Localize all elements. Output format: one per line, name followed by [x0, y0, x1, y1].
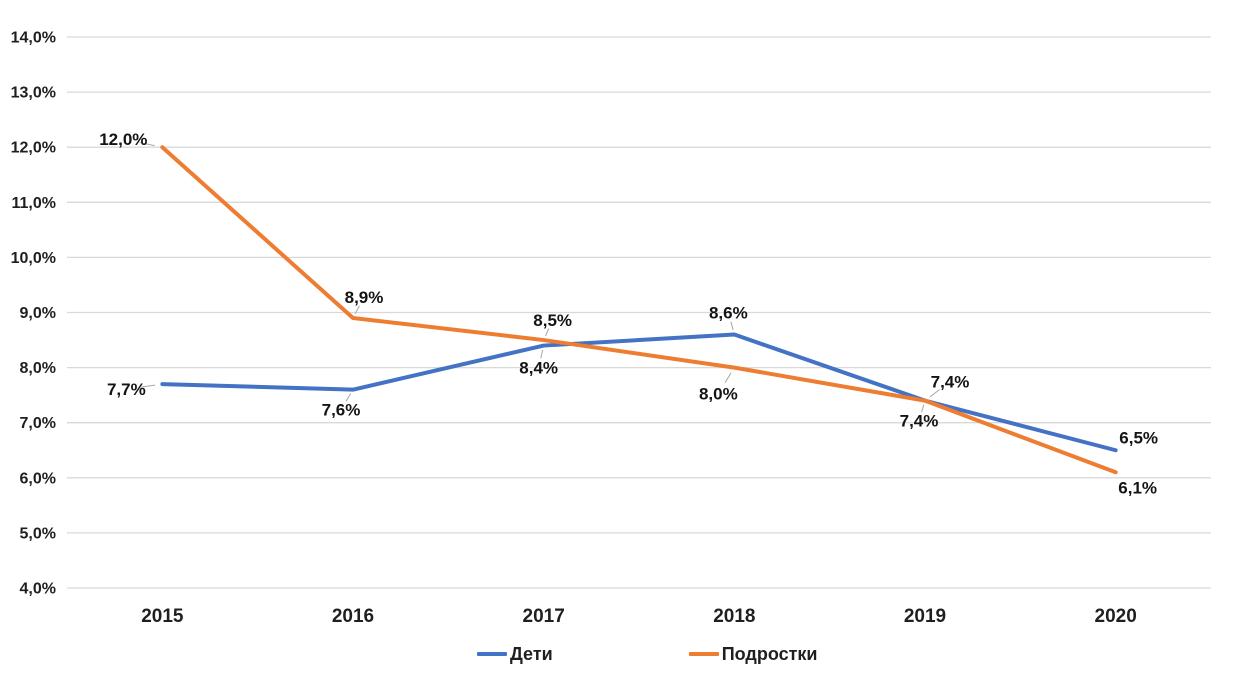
data-label-leader [354, 305, 360, 315]
y-axis-label: 8,0% [20, 360, 56, 377]
legend-line-swatch-teenagers [688, 652, 719, 656]
data-label-leader [730, 321, 734, 331]
y-axis-label: 9,0% [20, 305, 56, 322]
x-axis-label: 2018 [713, 606, 755, 627]
data-label: 8,9% [345, 288, 384, 307]
y-axis-label: 12,0% [11, 140, 56, 157]
data-label-leader [921, 404, 925, 413]
legend-item-children: Дети [477, 645, 553, 663]
data-label-leader [141, 384, 156, 388]
x-axis-label: 2017 [523, 606, 565, 627]
data-label: 7,7% [107, 380, 146, 399]
y-axis-label: 14,0% [11, 30, 56, 47]
chart-legend: Дети Подростки [477, 645, 817, 663]
series-line-0 [160, 332, 1118, 453]
data-label: 7,4% [931, 373, 970, 392]
series-line-1 [160, 145, 1118, 475]
data-label: 8,6% [709, 304, 748, 323]
x-axis-label: 2019 [904, 606, 946, 627]
y-axis-label: 5,0% [20, 525, 56, 542]
legend-item-teenagers: Подростки [688, 644, 818, 664]
y-axis-label: 6,0% [20, 470, 56, 487]
data-label: 12,0% [99, 130, 147, 149]
data-label: 6,1% [1118, 478, 1157, 497]
y-axis-label: 4,0% [20, 581, 56, 598]
y-axis-label: 13,0% [11, 85, 56, 102]
data-label-leader [345, 393, 352, 402]
data-label: 7,4% [900, 412, 939, 431]
legend-label-children: Дети [510, 644, 553, 664]
legend-line-swatch-children [477, 652, 507, 656]
x-axis-label: 2020 [1095, 606, 1137, 627]
data-label-leader [545, 328, 550, 337]
x-axis-label: 2015 [141, 606, 184, 627]
y-axis-label: 10,0% [11, 250, 56, 267]
data-label-leader [929, 389, 940, 398]
y-axis-label: 11,0% [12, 195, 56, 212]
data-label-leader [724, 372, 732, 383]
legend-label-teenagers: Подростки [721, 644, 818, 664]
data-label: 8,0% [699, 385, 738, 404]
data-label: 8,4% [519, 359, 558, 378]
data-label-leader [540, 349, 544, 359]
data-label: 6,5% [1119, 428, 1158, 447]
data-label: 7,6% [322, 401, 361, 420]
data-label-leader [139, 142, 155, 147]
data-label: 8,5% [533, 311, 572, 330]
x-axis-label: 2016 [332, 606, 374, 627]
y-axis-label: 7,0% [20, 415, 56, 432]
